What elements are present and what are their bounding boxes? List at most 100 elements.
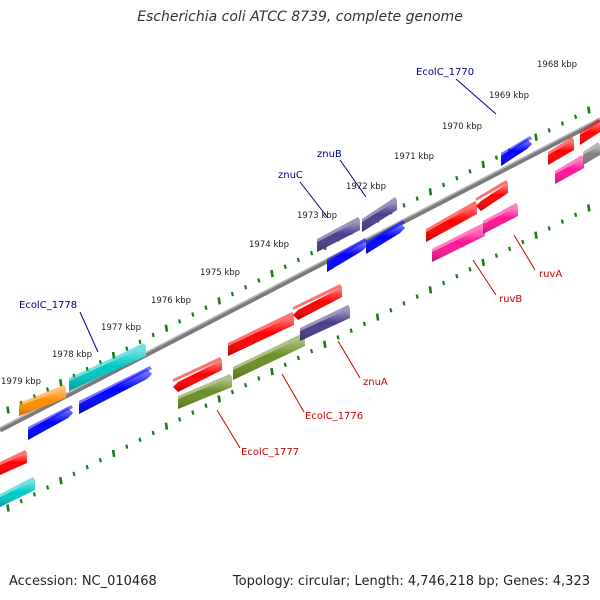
scale-labels: 1968 kbp 1969 kbp 1970 kbp 1971 kbp 1972 kbp… xyxy=(1,60,577,387)
scale-tick xyxy=(494,253,498,258)
scale-tick xyxy=(125,346,129,351)
scale-tick xyxy=(151,332,155,338)
gene-red-7-top xyxy=(0,450,27,465)
scale-tick xyxy=(138,437,142,443)
gene-blue-4-top xyxy=(366,220,405,244)
gene-red-3-top xyxy=(426,201,477,232)
callout-leader-ecolc-1776 xyxy=(281,373,305,413)
scale-tick xyxy=(98,457,102,463)
gene-red-5-top xyxy=(548,137,574,155)
gene-features xyxy=(0,119,600,507)
scale-tick xyxy=(415,196,419,201)
gene-blue-2-top xyxy=(28,405,73,430)
gene-red-8-shading xyxy=(173,360,222,392)
callout-leader-znub xyxy=(339,159,367,198)
gene-red-4-shading xyxy=(476,183,508,211)
scale-tick xyxy=(574,114,578,120)
callout-leader-ecolc-1770 xyxy=(455,78,497,115)
genome-backbone xyxy=(0,117,600,433)
scale-tick xyxy=(402,203,406,208)
callout-leader-ecolc-1778 xyxy=(79,311,99,353)
gene-orange-top xyxy=(19,385,66,406)
scale-tick xyxy=(217,297,221,305)
gene-ecolc-1770-top xyxy=(501,136,532,156)
scale-tick xyxy=(230,291,234,297)
scale-tick xyxy=(296,257,300,263)
gene-cyan-2-shading xyxy=(0,480,35,507)
scale-tick xyxy=(574,212,578,218)
gene-label-znuc: znuC xyxy=(278,170,303,181)
scale-tick xyxy=(125,444,129,449)
callout-leader-znua xyxy=(337,340,361,379)
map-title: Escherichia coli ATCC 8739, complete gen… xyxy=(137,9,463,25)
scale-tick xyxy=(547,128,551,133)
gene-blue-3-shading xyxy=(327,241,367,272)
gene-magenta-top xyxy=(555,155,584,174)
scale-tick xyxy=(494,155,498,160)
scale-label: 1972 kbp xyxy=(346,182,386,192)
scale-tick xyxy=(521,239,525,245)
gene-ruva-shading xyxy=(483,206,518,234)
scale-tick xyxy=(164,324,169,332)
scale-tick xyxy=(442,182,446,188)
gene-ecolc-1777-shading xyxy=(178,377,232,409)
scale-label: 1971 kbp xyxy=(394,152,434,162)
accession-text: Accession: NC_010468 xyxy=(9,574,157,589)
scale-tick xyxy=(547,226,551,231)
scale-tick xyxy=(362,321,366,327)
scale-tick xyxy=(310,348,314,354)
gene-orange-shading xyxy=(19,388,66,416)
gene-blue-1-top xyxy=(79,366,152,404)
scale-tick xyxy=(6,406,10,414)
gene-blue-2-shading xyxy=(28,408,73,440)
scale-tick xyxy=(85,464,89,470)
scale-tick xyxy=(349,328,353,333)
scale-tick xyxy=(587,204,591,212)
gene-red-3-shading xyxy=(426,204,477,242)
scale-tick xyxy=(32,492,36,497)
gene-ruva-top xyxy=(483,203,518,224)
scale-tick xyxy=(283,362,287,368)
genome-backbone-highlight xyxy=(0,117,600,429)
gene-red-1-shading xyxy=(228,315,294,356)
gene-label-ecolc-1777: EcolC_1777 xyxy=(241,447,299,458)
gene-ecolc-1776-top xyxy=(233,333,305,370)
scale-tick xyxy=(59,379,63,387)
gene-ecolc-1777-top xyxy=(178,374,232,399)
scale-tick xyxy=(178,319,182,324)
scale-tick xyxy=(217,395,221,403)
scale-tick xyxy=(428,286,433,294)
gene-label-ecolc-1778: EcolC_1778 xyxy=(19,300,77,311)
scale-tick xyxy=(230,389,234,395)
scale-tick xyxy=(191,312,195,317)
scale-tick xyxy=(323,340,327,349)
callout-leader-znuc xyxy=(299,181,329,219)
scale-ticks-lower xyxy=(6,204,591,512)
gene-ecolc-1778-shading xyxy=(69,346,146,391)
scale-tick xyxy=(164,422,169,430)
scale-tick xyxy=(178,417,182,422)
gene-label-ruvb: ruvB xyxy=(499,294,522,305)
scale-tick xyxy=(257,376,261,381)
scale-tick xyxy=(310,250,314,256)
scale-tick xyxy=(415,294,419,299)
scale-tick xyxy=(468,267,472,272)
scale-tick xyxy=(481,160,485,169)
gene-blue-3-top xyxy=(327,238,367,262)
scale-tick xyxy=(402,301,406,306)
scale-tick xyxy=(481,258,485,267)
scale-tick xyxy=(6,504,10,512)
scale-label: 1978 kbp xyxy=(52,350,92,360)
gene-ecolc-1778-top xyxy=(69,343,146,381)
scale-tick xyxy=(138,339,142,345)
scale-tick xyxy=(375,313,380,321)
gene-label-ecolc-1776: EcolC_1776 xyxy=(305,411,363,422)
scale-label: 1974 kbp xyxy=(249,240,289,250)
scale-tick xyxy=(455,273,459,279)
scale-tick xyxy=(560,219,564,224)
scale-tick xyxy=(270,367,274,376)
genome-summary-text: Topology: circular; Length: 4,746,218 bp… xyxy=(232,574,590,589)
scale-tick xyxy=(534,231,538,239)
gene-cyan-2-top xyxy=(0,477,35,497)
